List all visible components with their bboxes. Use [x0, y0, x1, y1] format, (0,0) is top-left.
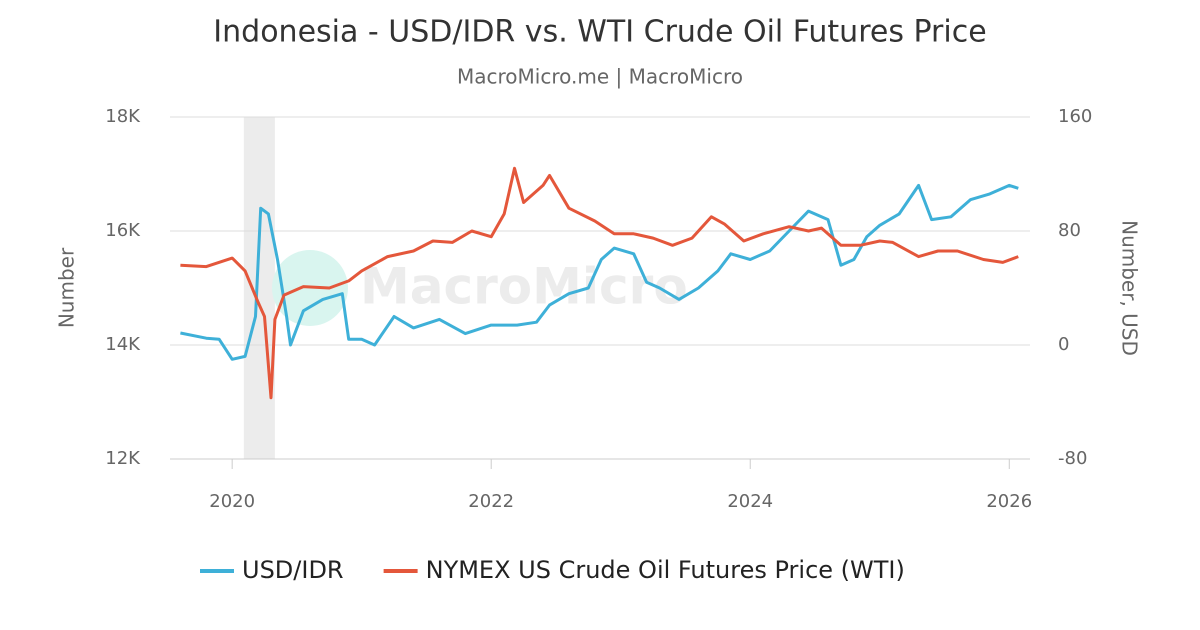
y2-tick-label: 80 — [1058, 220, 1081, 241]
series-line — [180, 166, 1019, 400]
legend-label: NYMEX US Crude Oil Futures Price (WTI) — [426, 556, 905, 584]
y2-tick-label: 0 — [1058, 334, 1069, 355]
y-tick-label: 12K — [105, 448, 141, 469]
y-tick-label: 18K — [105, 106, 141, 127]
y-axis-title: Number — [55, 247, 79, 328]
y2-tick-label: -80 — [1058, 448, 1087, 469]
x-tick-label: 2026 — [986, 491, 1032, 512]
y-tick-label: 16K — [105, 220, 141, 241]
watermark: MacroMicro — [360, 258, 688, 316]
y-tick-label: 14K — [105, 334, 141, 355]
legend-label: USD/IDR — [242, 556, 344, 584]
shaded-region — [243, 117, 275, 459]
x-tick-label: 2024 — [727, 491, 773, 512]
chart-title: Indonesia - USD/IDR vs. WTI Crude Oil Fu… — [213, 15, 986, 50]
chart-subtitle: MacroMicro.me | MacroMicro — [457, 65, 743, 89]
y2-axis-title: Number, USD — [1118, 220, 1142, 356]
y2-tick-label: 160 — [1058, 106, 1092, 127]
x-tick-label: 2020 — [209, 491, 255, 512]
x-tick-label: 2022 — [468, 491, 514, 512]
